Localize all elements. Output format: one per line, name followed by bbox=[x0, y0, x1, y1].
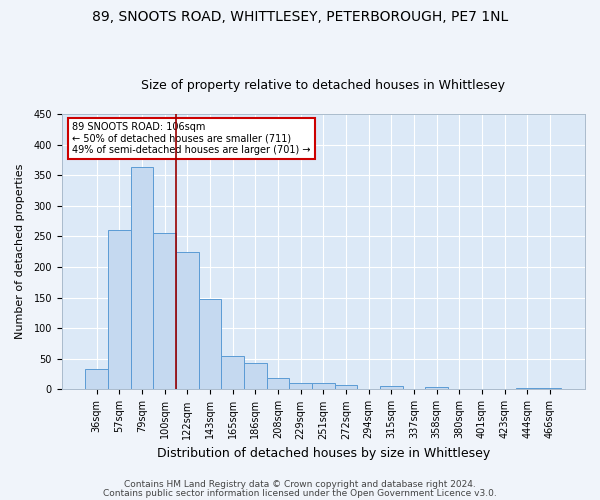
Bar bbox=[380, 386, 403, 390]
Bar bbox=[425, 387, 448, 390]
Bar bbox=[289, 382, 312, 390]
Text: 89, SNOOTS ROAD, WHITTLESEY, PETERBOROUGH, PE7 1NL: 89, SNOOTS ROAD, WHITTLESEY, PETERBOROUG… bbox=[92, 10, 508, 24]
Bar bbox=[154, 234, 176, 390]
Bar bbox=[108, 230, 131, 390]
Bar bbox=[312, 382, 335, 390]
Text: Contains public sector information licensed under the Open Government Licence v3: Contains public sector information licen… bbox=[103, 488, 497, 498]
Y-axis label: Number of detached properties: Number of detached properties bbox=[15, 164, 25, 340]
Bar bbox=[539, 388, 561, 390]
Bar bbox=[221, 356, 244, 390]
Bar bbox=[176, 252, 199, 390]
Text: 89 SNOOTS ROAD: 106sqm
← 50% of detached houses are smaller (711)
49% of semi-de: 89 SNOOTS ROAD: 106sqm ← 50% of detached… bbox=[72, 122, 311, 156]
Bar bbox=[335, 385, 358, 390]
Bar bbox=[516, 388, 539, 390]
Bar bbox=[267, 378, 289, 390]
Bar bbox=[244, 362, 267, 390]
Bar bbox=[85, 369, 108, 390]
Bar bbox=[131, 168, 154, 390]
Text: Contains HM Land Registry data © Crown copyright and database right 2024.: Contains HM Land Registry data © Crown c… bbox=[124, 480, 476, 489]
Bar bbox=[199, 299, 221, 390]
Title: Size of property relative to detached houses in Whittlesey: Size of property relative to detached ho… bbox=[142, 79, 505, 92]
X-axis label: Distribution of detached houses by size in Whittlesey: Distribution of detached houses by size … bbox=[157, 447, 490, 460]
